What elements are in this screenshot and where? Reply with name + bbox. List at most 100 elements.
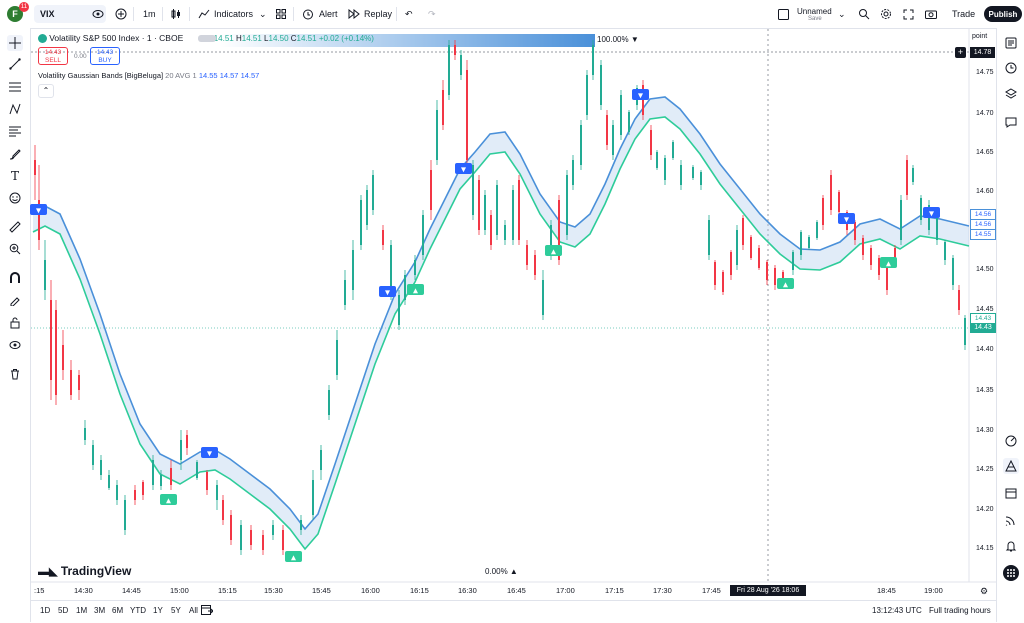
price-scale-unit[interactable]: point <box>972 33 988 40</box>
indicator-name[interactable]: Volatility Gaussian Bands [BigBeluga] <box>38 71 164 80</box>
bell-icon[interactable] <box>1003 538 1019 554</box>
price-tick-label: 14.75 <box>976 69 994 76</box>
utc-clock[interactable]: 13:12:43 UTC <box>872 606 922 615</box>
chevron-down-icon[interactable]: ⌄ <box>838 8 846 19</box>
lock-icon[interactable] <box>7 315 23 331</box>
goto-date-icon[interactable] <box>201 604 214 617</box>
collapse-legend-icon[interactable]: ⌃ <box>38 84 54 98</box>
target-icon[interactable] <box>1003 433 1019 449</box>
fullscreen-icon[interactable] <box>903 0 914 28</box>
layout-checkbox-icon[interactable] <box>778 0 789 28</box>
settings-gear-icon[interactable] <box>880 0 892 28</box>
indicator-legend[interactable]: Volatility Gaussian Bands [BigBeluga] 20… <box>38 71 259 80</box>
signal-glyph: ▲ <box>551 248 556 256</box>
price-tick-label: 14.60 <box>976 188 994 195</box>
publish-button[interactable]: Publish <box>984 6 1022 22</box>
time-settings-gear-icon[interactable]: ⚙ <box>980 586 989 596</box>
range-button-6m[interactable]: 6M <box>112 606 124 615</box>
zoom-icon[interactable] <box>7 241 23 257</box>
replay-icon[interactable] <box>348 0 360 28</box>
buy-button[interactable]: 14.43 BUY <box>90 47 120 65</box>
quick-search-icon[interactable] <box>858 0 870 28</box>
session-selector[interactable]: Full trading hours <box>929 606 991 615</box>
price-tick-label: 14.50 <box>976 266 994 273</box>
broadcast-icon[interactable] <box>1003 512 1019 528</box>
buy-signal-marker <box>777 278 794 289</box>
candle-body <box>272 525 274 535</box>
ruler-icon[interactable] <box>7 219 23 235</box>
range-button-3m[interactable]: 3M <box>94 606 106 615</box>
price-tick-label: 14.35 <box>976 387 994 394</box>
alert-button[interactable]: Alert <box>319 9 338 19</box>
range-button-ytd[interactable]: YTD <box>130 606 146 615</box>
redo-icon[interactable]: ↷ <box>428 8 436 19</box>
candle-body <box>526 245 528 265</box>
range-button-1m[interactable]: 1M <box>76 606 88 615</box>
range-button-all[interactable]: All <box>189 606 198 615</box>
pattern-icon[interactable] <box>7 101 23 117</box>
watchlist-icon[interactable] <box>1003 35 1019 51</box>
text-icon[interactable]: T <box>10 169 19 183</box>
symbol-label[interactable]: VIX <box>40 9 55 19</box>
lock-drawing-icon[interactable] <box>7 292 23 308</box>
range-button-1y[interactable]: 1Y <box>153 606 163 615</box>
emoji-icon[interactable] <box>7 190 23 206</box>
sell-button[interactable]: 14.43 SELL <box>38 47 68 65</box>
symbol-search-box[interactable] <box>34 5 106 23</box>
range-button-5d[interactable]: 5D <box>58 606 69 615</box>
time-tick-label: 18:45 <box>877 586 896 595</box>
templates-grid-icon[interactable] <box>276 0 286 28</box>
signal-glyph: ▲ <box>291 554 296 562</box>
trendline-icon[interactable] <box>7 56 23 72</box>
grid-icon[interactable] <box>1003 565 1019 581</box>
pyramid-icon[interactable] <box>1003 458 1019 474</box>
indicators-button[interactable]: Indicators <box>214 9 254 19</box>
alarm-icon[interactable] <box>302 0 314 28</box>
layout-name[interactable]: Unnamed <box>797 7 832 16</box>
candle-body <box>566 175 568 235</box>
trade-button[interactable]: Trade <box>952 9 976 19</box>
add-price-line-icon[interactable]: + <box>955 47 966 58</box>
time-tick-label: :15 <box>34 586 45 595</box>
undo-icon[interactable]: ↶ <box>405 8 413 19</box>
brush-icon[interactable] <box>7 146 23 162</box>
signal-glyph: ▼ <box>207 450 212 458</box>
candle-body <box>460 55 462 75</box>
range-button-5y[interactable]: 5Y <box>171 606 181 615</box>
crosshair-time-marker: Fri 28 Aug '26 18:06 <box>730 585 806 596</box>
indicators-icon[interactable] <box>198 0 210 28</box>
alerts-clock-icon[interactable] <box>1003 60 1019 76</box>
tv-logo-icon: ▬◣ <box>38 566 58 578</box>
crosshair-icon[interactable] <box>7 35 23 51</box>
visibility-toggle-icon[interactable] <box>38 34 47 44</box>
camera-icon[interactable] <box>925 0 937 28</box>
volatility-gradient-bar <box>220 34 595 47</box>
layers-icon[interactable] <box>1003 86 1019 102</box>
replay-button[interactable]: Replay <box>364 9 393 19</box>
range-button-1d[interactable]: 1D <box>40 606 51 615</box>
trash-icon[interactable] <box>7 366 23 382</box>
legend-toggle-icon[interactable] <box>198 35 216 42</box>
magnet-icon[interactable] <box>7 270 23 286</box>
eye-icon[interactable] <box>92 0 104 28</box>
calendar-icon[interactable] <box>1003 485 1019 501</box>
chevron-down-icon[interactable]: ⌄ <box>259 8 267 19</box>
legend-title[interactable]: Volatility S&P 500 Index · 1 · CBOE <box>49 33 184 43</box>
eye-icon[interactable] <box>7 337 23 353</box>
candle-body <box>750 237 752 258</box>
sell-signal-marker <box>455 163 472 174</box>
candle-body <box>580 125 582 165</box>
horizontal-lines-icon[interactable] <box>7 79 23 95</box>
interval-button[interactable]: 1m <box>143 9 156 19</box>
candle-body <box>250 530 252 545</box>
chat-icon[interactable] <box>1003 114 1019 130</box>
compare-add-icon[interactable] <box>115 0 127 28</box>
indicator-value-1: 14.55 <box>198 71 218 80</box>
candle-body <box>800 232 802 255</box>
buy-signal-marker <box>160 494 177 505</box>
candle-body <box>542 280 544 315</box>
fib-icon[interactable] <box>7 123 23 139</box>
candle-style-icon[interactable] <box>170 0 182 28</box>
candle-body <box>558 200 560 260</box>
